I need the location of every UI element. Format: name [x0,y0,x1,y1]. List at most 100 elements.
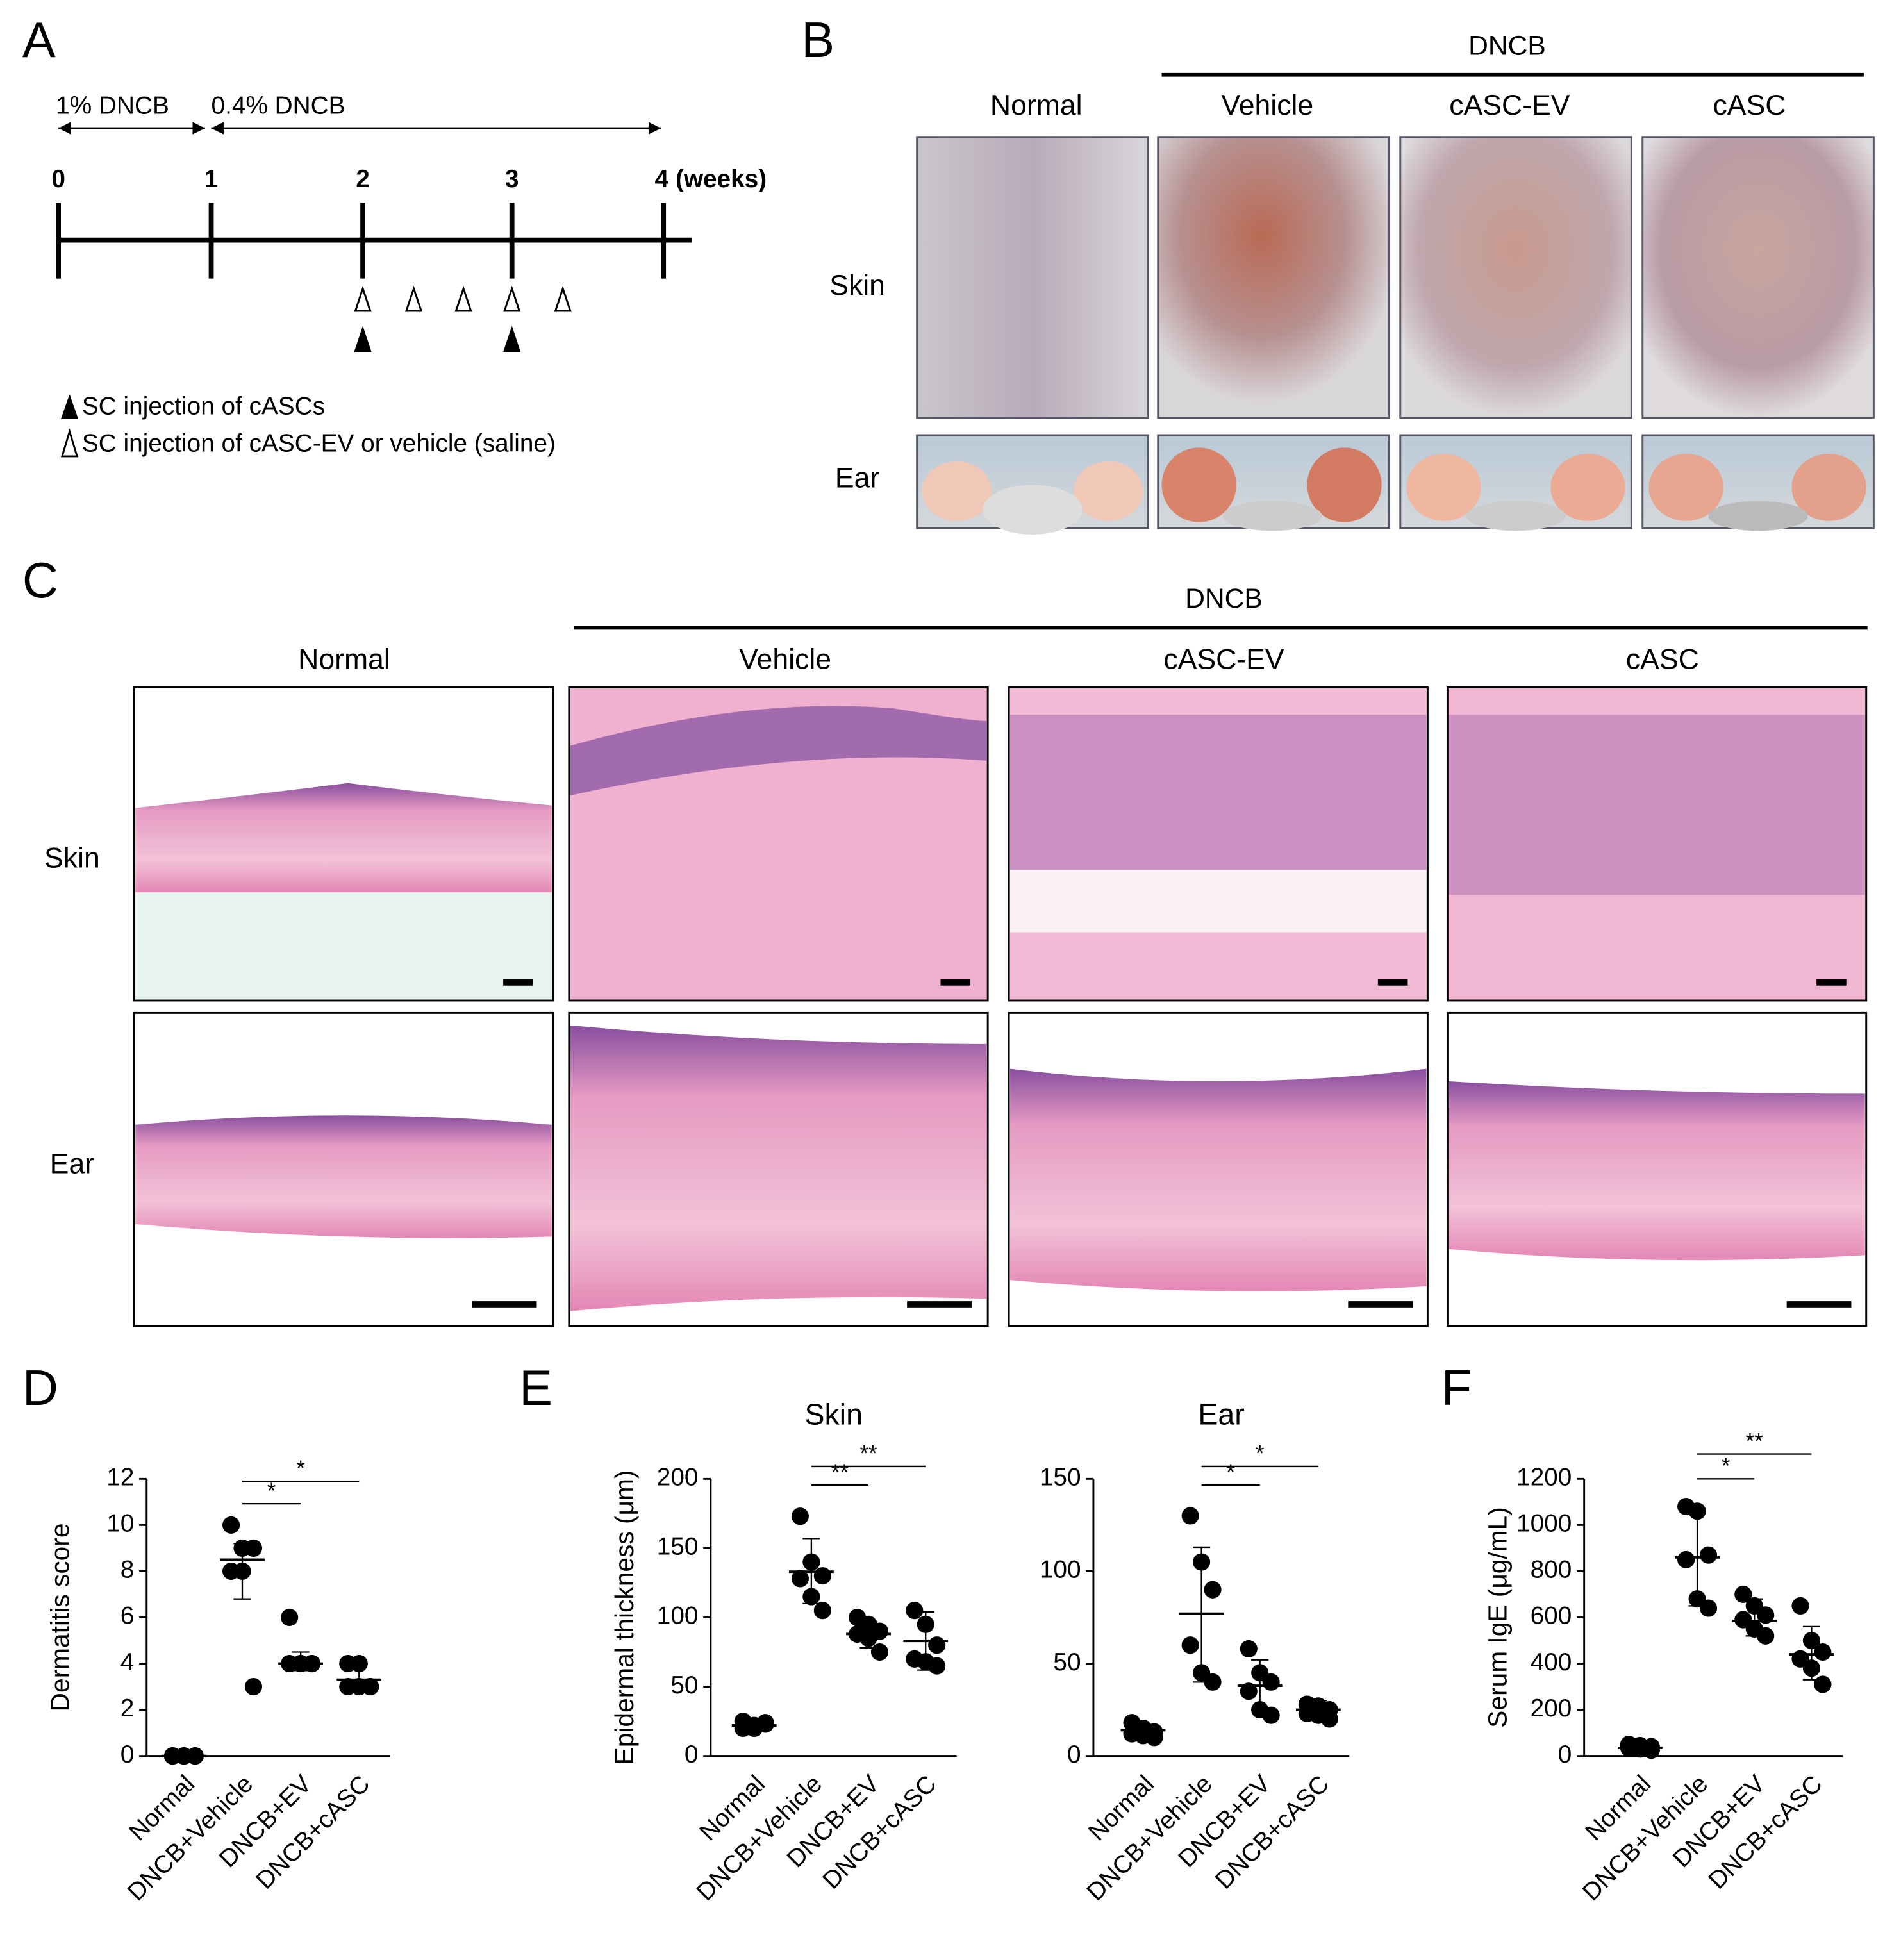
y-tick-label: 50 [1053,1649,1081,1676]
data-point [1204,1581,1222,1599]
data-point [1642,1741,1660,1759]
timeline-ticks [56,203,667,279]
phase-label: 1% DNCB [56,92,169,119]
timeline-label: 2 [356,165,370,193]
data-point [1240,1640,1258,1658]
column-header: cASC-EV [1163,644,1284,676]
y-tick-label: 1200 [1516,1464,1572,1491]
data-point [1814,1675,1832,1693]
y-tick-label: 800 [1531,1556,1572,1584]
y-tick-label: 2 [120,1695,135,1722]
row-label: Skin [44,843,100,874]
y-tick-label: 400 [1531,1649,1572,1676]
data-point [1262,1673,1280,1691]
histology-skin [1008,686,1429,1002]
y-tick-label: 600 [1531,1602,1572,1630]
significance-label: * [1722,1454,1731,1479]
y-tick-label: 1000 [1516,1510,1572,1538]
data-point [1145,1729,1163,1747]
data-point [870,1643,889,1661]
data-point [1262,1706,1280,1724]
data-point [1320,1710,1338,1728]
timeline-label: 3 [505,165,519,193]
significance-label: ** [831,1460,849,1485]
data-point [281,1608,299,1627]
column-header: cASC-EV [1449,90,1570,121]
ear-shapes [922,447,1866,535]
y-axis-label: Dermatitis score [46,1524,75,1712]
y-tick-label: 50 [670,1672,698,1699]
y-tick-label: 100 [657,1602,699,1630]
column-header: cASC [1713,90,1786,121]
scale-bars [472,979,1852,1308]
significance-label: * [296,1456,305,1481]
data-point [813,1602,831,1620]
y-tick-label: 12 [106,1464,134,1491]
data-point [928,1636,946,1654]
y-tick-label: 6 [120,1602,135,1630]
y-tick-label: 8 [120,1556,135,1584]
photo-skin [1641,136,1875,419]
arrow-head [58,122,71,135]
data-point [244,1677,263,1696]
significance-label: * [1226,1460,1235,1485]
y-tick-label: 100 [1040,1556,1081,1584]
data-point [1814,1643,1832,1661]
photo-skin [1157,136,1390,419]
column-header: Vehicle [1221,90,1313,121]
photo-skin [1399,136,1632,419]
column-header: cASC [1626,644,1699,676]
y-tick-label: 150 [657,1533,699,1561]
y-tick-label: 0 [685,1741,699,1768]
data-point [791,1507,809,1525]
data-point [1791,1597,1809,1615]
data-point [1699,1546,1718,1564]
data-point [244,1539,263,1557]
data-point [906,1602,924,1620]
panel-a: 1% DNCB 0.4% DNCB SC injection of cASCs … [56,92,692,458]
legend-text: SC injection of cASC-EV or vehicle (sali… [82,430,556,458]
y-tick-label: 0 [1067,1741,1081,1768]
data-point [1204,1673,1222,1691]
photo-skin [916,136,1149,419]
data-point [928,1657,946,1675]
panel-letter: D [22,1361,58,1416]
data-point [1699,1599,1718,1617]
y-tick-label: 10 [106,1510,134,1538]
open-triangles [354,285,572,312]
panel-letter: F [1441,1361,1472,1416]
y-tick-label: 200 [657,1464,699,1491]
arrow-head [192,122,205,135]
timeline-label: 0 [51,165,65,193]
group-label: DNCB [1185,583,1263,614]
data-point [1677,1550,1695,1568]
tissue-shapes [135,706,1865,1311]
row-label: Ear [50,1149,95,1180]
arrow-head [211,122,224,135]
column-header: Vehicle [739,644,831,676]
data-point [1757,1627,1775,1645]
chart-title: Skin [805,1398,863,1431]
panel-letter: C [22,553,58,608]
histology-skin [1446,686,1868,1002]
data-point [791,1570,809,1588]
y-tick-label: 150 [1040,1464,1081,1491]
data-point [361,1677,379,1696]
data-point [1181,1507,1199,1525]
chart-title: Ear [1198,1398,1244,1431]
data-point [1181,1636,1199,1654]
significance-label: * [1256,1441,1265,1466]
significance-label: * [267,1479,276,1504]
significance-label: ** [1746,1429,1764,1454]
timeline-label: 4 (weeks) [655,165,767,193]
y-tick-label: 4 [120,1649,135,1676]
y-tick-label: 0 [1558,1741,1572,1768]
panel-letter: A [22,13,56,68]
significance-label: ** [859,1441,877,1466]
row-label: Skin [829,270,885,301]
panel-b-photos [916,136,1875,529]
row-label: Ear [835,463,880,494]
data-point [1757,1606,1775,1624]
legend-open-triangle [60,428,79,458]
